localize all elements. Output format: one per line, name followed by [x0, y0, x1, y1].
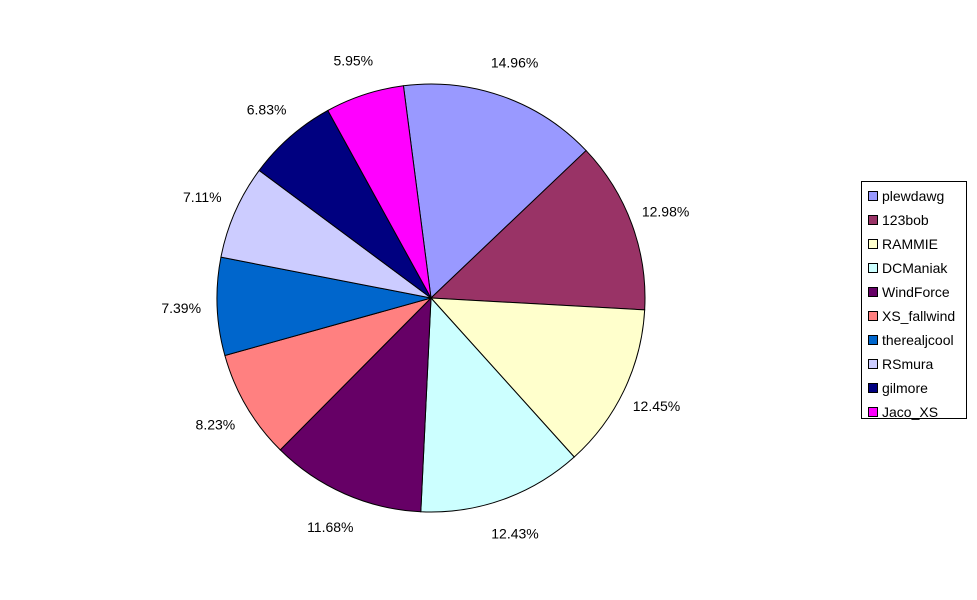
data-label-rammie: 12.45% — [633, 398, 680, 414]
pie-slice-plewdawg — [402, 83, 587, 300]
legend-swatch — [868, 335, 878, 345]
pie-slice-therealjcool — [216, 256, 432, 357]
legend-swatch — [868, 191, 878, 201]
legend-item: RSmura — [862, 352, 966, 376]
pie-slice-dcmaniak — [420, 296, 575, 513]
legend-item: therealjcool — [862, 328, 966, 352]
legend-label: plewdawg — [882, 188, 945, 204]
legend-item: gilmore — [862, 376, 966, 400]
legend-label: 123bob — [882, 212, 929, 228]
legend-item: plewdawg — [862, 184, 966, 208]
legend-item: DCManiak — [862, 256, 966, 280]
data-label-therealjcool: 7.39% — [161, 300, 201, 316]
legend-item: XS_fallwind — [862, 304, 966, 328]
legend-swatch — [868, 311, 878, 321]
legend-item: WindForce — [862, 280, 966, 304]
pie-slice-jaco-xs — [327, 85, 432, 299]
legend-label: RSmura — [882, 356, 934, 372]
data-label-gilmore: 6.83% — [247, 102, 287, 118]
legend-label: DCManiak — [882, 260, 948, 276]
legend-label: WindForce — [882, 284, 950, 300]
legend-item: 123bob — [862, 208, 966, 232]
data-label-windforce: 11.68% — [307, 519, 353, 535]
pie-slice-rammie — [429, 297, 646, 458]
pie-slice-windforce — [279, 296, 432, 513]
legend-label: XS_fallwind — [882, 308, 956, 324]
legend-label: gilmore — [882, 380, 928, 396]
data-label-123bob: 12.98% — [642, 204, 689, 220]
legend-swatch — [868, 263, 878, 273]
legend-swatch — [868, 287, 878, 297]
legend-swatch — [868, 359, 878, 369]
legend-swatch — [868, 383, 878, 393]
data-label-xs-fallwind: 8.23% — [196, 417, 236, 433]
legend-item: RAMMIE — [862, 232, 966, 256]
pie-slice-xs-fallwind — [224, 297, 433, 451]
legend-label: therealjcool — [882, 332, 954, 348]
legend-swatch — [868, 407, 878, 417]
legend-label: RAMMIE — [882, 236, 938, 252]
chart-legend: plewdawg 123bob RAMMIE DCManiak WindForce XS_… — [861, 181, 967, 420]
pie-slice-123bob — [429, 149, 646, 311]
data-label-dcmaniak: 12.43% — [491, 526, 538, 542]
data-label-jaco-xs: 5.95% — [333, 52, 373, 68]
data-label-plewdawg: 14.96% — [491, 54, 538, 70]
legend-swatch — [868, 239, 878, 249]
legend-label: Jaco_XS — [882, 404, 939, 420]
legend-swatch — [868, 215, 878, 225]
data-label-rsmura: 7.11% — [183, 189, 222, 205]
legend-item: Jaco_XS — [862, 400, 966, 424]
